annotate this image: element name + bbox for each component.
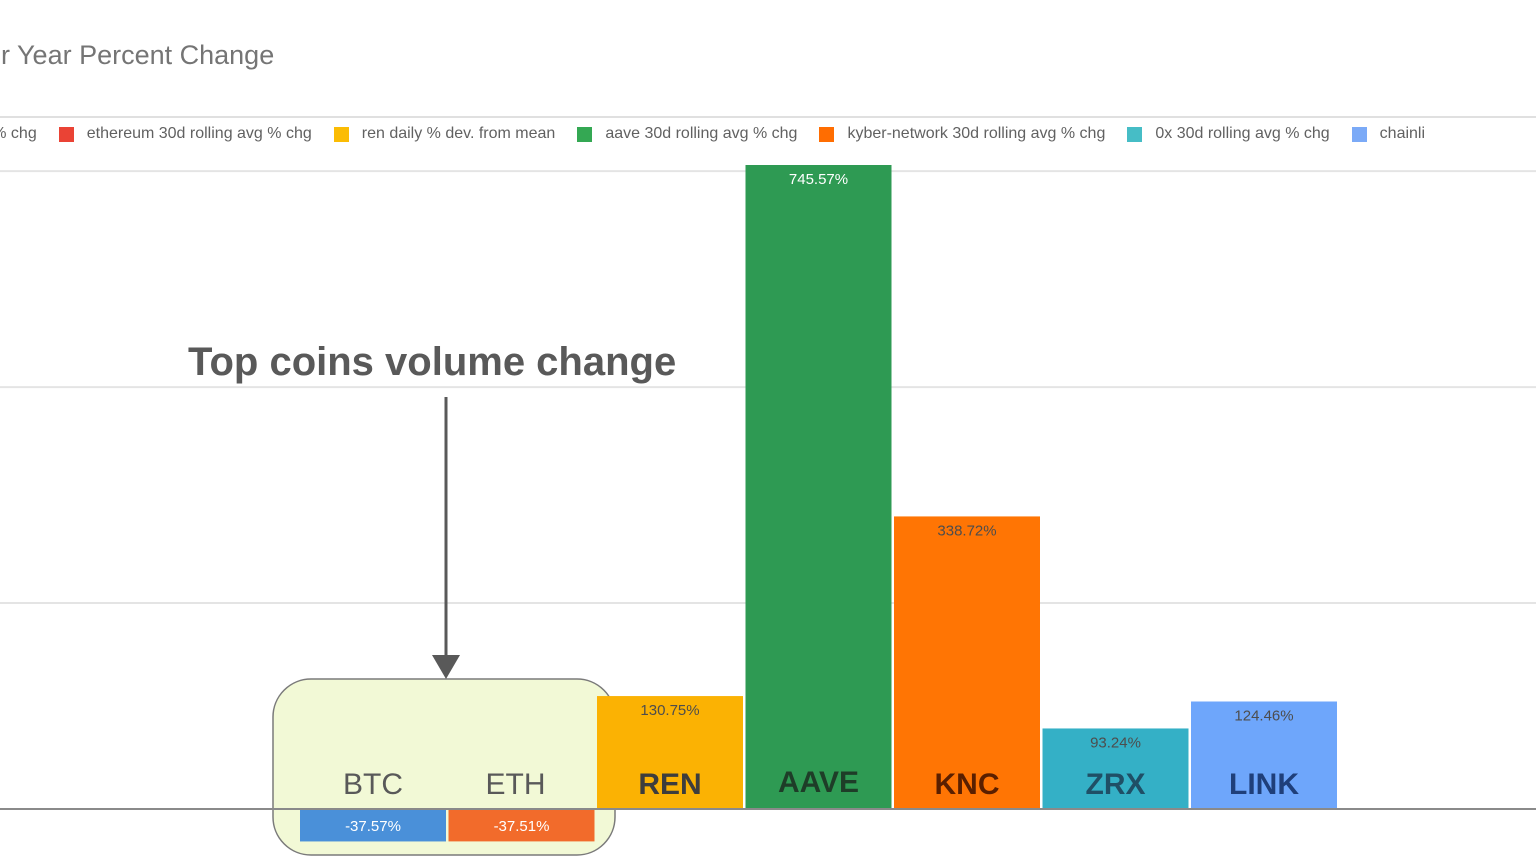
category-label: ETH	[486, 768, 546, 801]
bar-ren	[597, 696, 743, 809]
bar-link	[1191, 701, 1337, 809]
legend-swatch	[819, 126, 835, 142]
legend-swatch	[58, 126, 74, 142]
legend-label: ren daily % dev. from mean	[361, 125, 556, 142]
legend-item: ren daily % dev. from mean	[333, 125, 556, 143]
legend-item: aave 30d rolling avg % chg	[577, 125, 797, 143]
data-label: 124.46%	[1234, 707, 1293, 724]
legend-divider	[0, 116, 1536, 118]
legend-label: aave 30d rolling avg % chg	[605, 125, 798, 142]
legend-item: kyber-network 30d rolling avg % chg	[819, 125, 1105, 143]
annotation-arrow-head	[432, 655, 460, 679]
data-label: 745.57%	[789, 171, 848, 188]
legend-label: avg % chg	[0, 125, 37, 142]
data-label: 338.72%	[937, 522, 996, 539]
bar-btc	[300, 809, 446, 842]
category-label: ZRX	[1086, 768, 1146, 801]
legend-label: chainli	[1379, 125, 1426, 142]
category-label: LINK	[1229, 768, 1299, 801]
bar-aave	[745, 165, 892, 809]
legend-swatch	[577, 126, 593, 142]
legend: avg % chg ethereum 30d rolling avg % chg r…	[0, 124, 1447, 144]
data-label: -37.51%	[494, 818, 550, 835]
legend-swatch	[333, 126, 349, 142]
category-label: KNC	[935, 768, 1000, 801]
data-label: 93.24%	[1090, 734, 1141, 751]
bar-knc	[894, 516, 1040, 809]
legend-label: kyber-network 30d rolling avg % chg	[847, 125, 1106, 142]
category-label: REN	[638, 768, 701, 801]
legend-item: chainli	[1351, 125, 1426, 143]
legend-label: 0x 30d rolling avg % chg	[1155, 125, 1330, 142]
bar-zrx	[1042, 728, 1189, 809]
chart-title: er Year Percent Change	[0, 40, 275, 70]
legend-item: ethereum 30d rolling avg % chg	[58, 125, 312, 143]
data-label: 130.75%	[640, 702, 699, 719]
category-label: BTC	[343, 768, 403, 801]
data-label: -37.57%	[345, 818, 401, 835]
bar-eth	[448, 809, 595, 842]
legend-label: ethereum 30d rolling avg % chg	[86, 125, 312, 142]
annotation-title: Top coins volume change	[188, 340, 677, 384]
legend-swatch	[1351, 126, 1367, 142]
legend-swatch	[1127, 126, 1143, 142]
category-label: AAVE	[778, 766, 859, 799]
legend-item: avg % chg	[0, 125, 37, 143]
legend-item: 0x 30d rolling avg % chg	[1127, 125, 1330, 143]
